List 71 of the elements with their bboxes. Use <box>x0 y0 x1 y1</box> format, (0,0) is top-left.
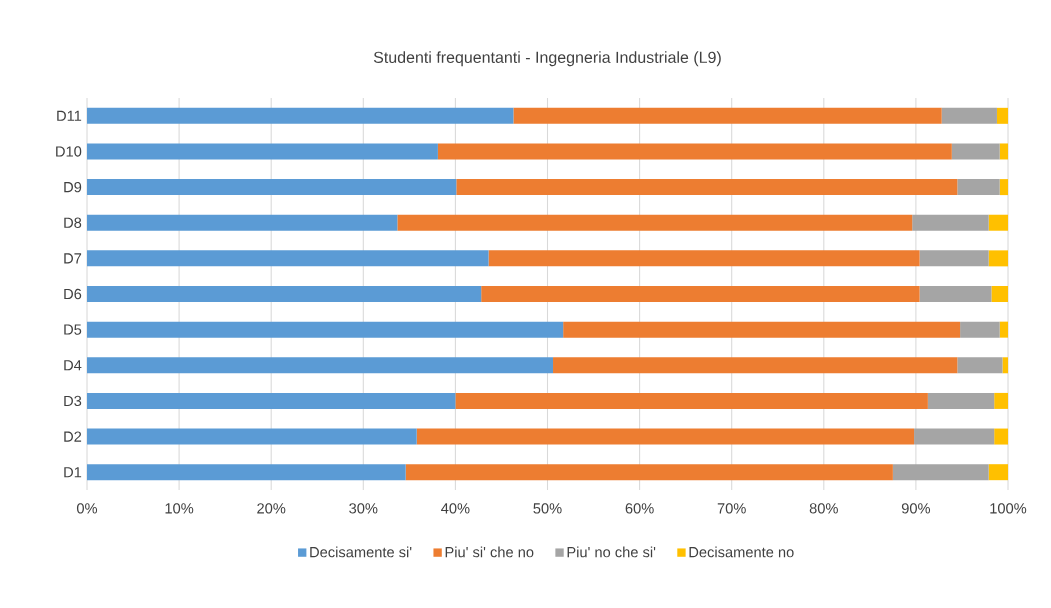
bar <box>87 464 406 481</box>
legend-label: Piu' no che si' <box>567 546 656 558</box>
bar <box>999 321 1008 338</box>
x-tick-label: 100% <box>990 503 1027 514</box>
bar <box>87 428 417 445</box>
bar <box>991 286 1008 303</box>
y-tick-label: D2 <box>64 431 82 442</box>
bar <box>87 357 554 374</box>
x-tick-label: 50% <box>533 503 562 514</box>
bar <box>912 214 989 231</box>
x-tick-label: 90% <box>901 503 931 514</box>
x-tick-label: 70% <box>717 503 746 514</box>
bar <box>914 428 995 445</box>
x-tick-label: 0% <box>76 503 98 514</box>
bar <box>481 286 920 303</box>
bar <box>87 179 457 196</box>
bar <box>999 143 1008 160</box>
bar <box>437 143 952 160</box>
x-tick-label: 10% <box>165 503 194 514</box>
bar <box>919 286 992 303</box>
bar <box>416 428 915 445</box>
bar <box>927 392 995 409</box>
x-tick-label: 30% <box>349 503 378 514</box>
bar <box>455 392 928 409</box>
y-tick-label: D6 <box>64 288 82 300</box>
bar <box>919 250 989 267</box>
x-tick-label: 80% <box>809 503 838 514</box>
bar <box>488 250 920 267</box>
bar <box>513 107 942 124</box>
y-tick-label: D10 <box>56 146 82 157</box>
y-tick-label: D11 <box>57 110 82 121</box>
y-tick-label: D5 <box>64 324 82 335</box>
bar <box>988 214 1008 231</box>
y-tick-label: D9 <box>64 181 82 193</box>
legend-label: Piu' si' che no <box>445 546 534 558</box>
bar <box>87 250 489 267</box>
bar <box>988 250 1008 267</box>
bar <box>405 464 893 481</box>
x-tick-label: 40% <box>441 503 470 514</box>
bar <box>397 214 913 231</box>
bar <box>957 179 1000 196</box>
bar <box>994 428 1008 445</box>
bar <box>87 286 482 303</box>
bar <box>957 357 1003 374</box>
bar <box>87 143 438 160</box>
y-tick-label: D3 <box>64 395 82 407</box>
bar <box>994 392 1008 409</box>
x-tick-label: 60% <box>625 503 654 514</box>
bar <box>951 143 1000 160</box>
bar <box>87 214 398 231</box>
bar <box>960 321 1000 338</box>
x-tick-label: 20% <box>257 503 286 514</box>
y-tick-label: D1 <box>64 467 82 478</box>
legend-label: Decisamente si' <box>310 546 412 558</box>
bar <box>87 321 564 338</box>
bar <box>1002 357 1008 374</box>
bar <box>988 464 1008 481</box>
bar <box>87 107 514 124</box>
bar <box>87 392 456 409</box>
bar <box>553 357 958 374</box>
bar <box>456 179 958 196</box>
bar <box>941 107 997 124</box>
legend-label: Decisamente no <box>689 546 794 558</box>
chart-title: Studenti frequentanti - Ingegneria Industriale (L9) <box>373 51 721 67</box>
bar <box>996 107 1008 124</box>
y-tick-label: D7 <box>64 253 82 264</box>
bar <box>563 321 961 338</box>
bar <box>999 179 1008 196</box>
y-tick-label: D8 <box>64 217 82 228</box>
y-tick-label: D4 <box>64 360 82 371</box>
bar <box>892 464 989 481</box>
